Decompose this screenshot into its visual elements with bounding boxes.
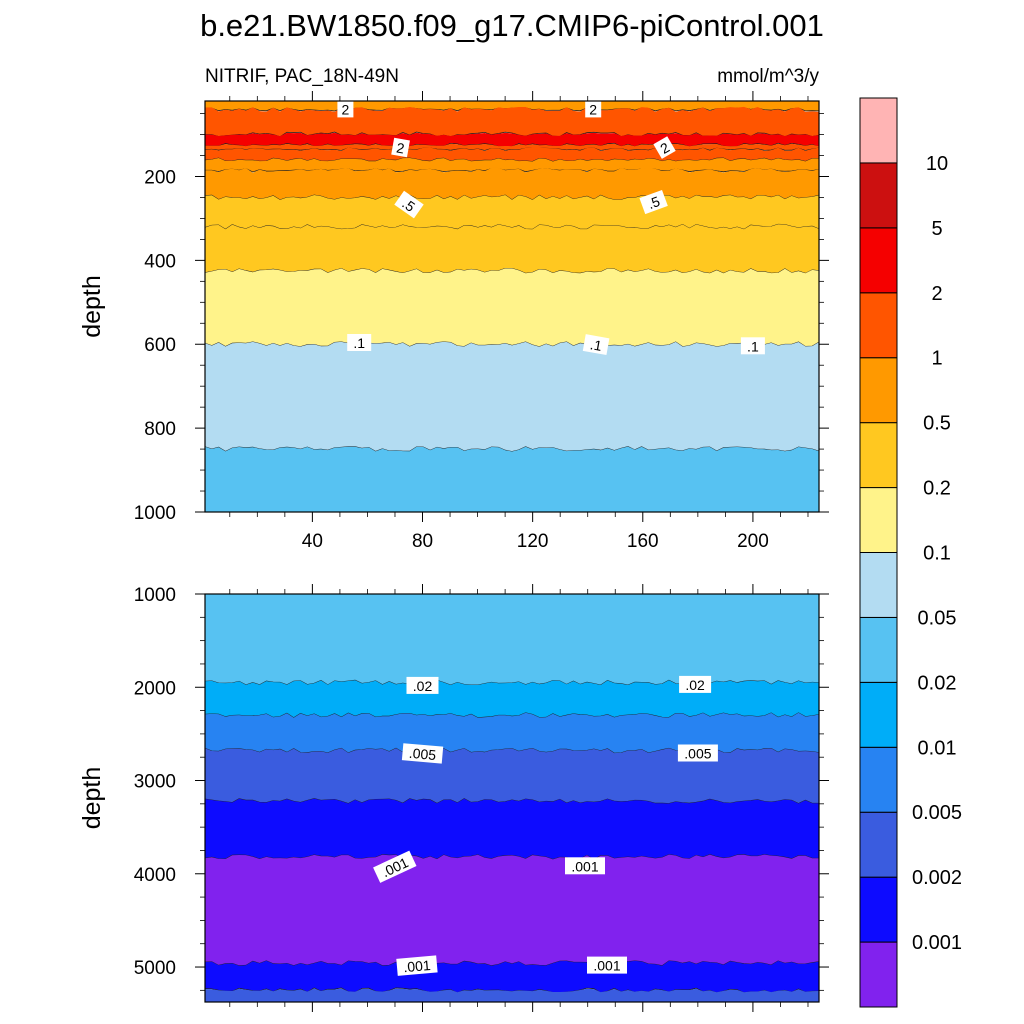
contour-band xyxy=(205,960,819,993)
contour-band xyxy=(205,680,819,718)
contour-band xyxy=(205,167,819,200)
contour-band xyxy=(205,106,819,137)
contour-label-text: .001 xyxy=(571,858,598,874)
contour-label-text: .1 xyxy=(589,336,603,354)
contour-label: .001 xyxy=(565,857,605,875)
contour-label-text: .1 xyxy=(747,338,759,354)
contour-label-text: 2 xyxy=(395,139,406,156)
contour-band xyxy=(205,195,819,230)
y-tick-label: 1000 xyxy=(134,503,176,524)
contour-label-text: .02 xyxy=(413,678,433,694)
colorbar-label: 2 xyxy=(931,283,942,305)
contour-label: .02 xyxy=(679,675,712,693)
x-tick-label: 120 xyxy=(517,531,549,552)
colorbar-box xyxy=(859,292,898,359)
colorbar-label: 0.2 xyxy=(923,478,951,500)
colorbar-label: 0.001 xyxy=(912,932,962,954)
contour-label: .001 xyxy=(396,955,438,976)
colorbar-box xyxy=(859,422,898,489)
colorbar-label: 5 xyxy=(931,218,942,240)
contour-label: .1 xyxy=(347,334,372,351)
colorbar-box xyxy=(859,811,898,878)
contour-label: 2 xyxy=(337,101,354,118)
contour-band xyxy=(205,748,819,804)
lower-panel: .02.02.005.005.001.001.001.0011000200030… xyxy=(78,584,829,1012)
y-tick-label: 800 xyxy=(144,419,176,440)
contour-label: .001 xyxy=(587,956,627,974)
x-tick-label: 80 xyxy=(412,531,433,552)
contour-band xyxy=(205,224,819,274)
contour-label: 2 xyxy=(585,101,602,118)
colorbar-label: 0.005 xyxy=(912,802,962,824)
contour-label-text: .005 xyxy=(408,745,437,763)
colorbar-label: 0.5 xyxy=(923,413,951,435)
contour-band xyxy=(205,988,819,1002)
contour-label-text: .001 xyxy=(593,958,620,974)
colorbar: 0.001 0.002 0.005 0.01 0.02 0.05 0.1 0.2 0.5 1 2 5 1… xyxy=(859,97,962,1008)
colorbar-box xyxy=(859,227,898,294)
colorbar-box xyxy=(859,876,898,943)
contour-label: 2 xyxy=(391,137,410,158)
upper-panel: 2 2 2 2 .5 .5 .1 .1 .1 40 80 120 160 200 200 400 600 800 1… xyxy=(78,91,829,552)
colorbar-box xyxy=(859,357,898,424)
y-tick-label: 4000 xyxy=(134,865,176,886)
contour-label-text: .001 xyxy=(403,957,432,975)
colorbar-box xyxy=(859,162,898,229)
contour-band xyxy=(205,798,819,860)
plot-frame xyxy=(204,593,820,1003)
colorbar-label: 0.05 xyxy=(918,607,957,629)
y-tick-label: 600 xyxy=(144,335,176,356)
x-tick-label: 160 xyxy=(627,531,659,552)
colorbar-box xyxy=(859,941,898,1008)
contour-label: .5 xyxy=(639,189,668,215)
plot-frame xyxy=(204,100,820,513)
contour-label: .1 xyxy=(582,334,610,356)
colorbar-label: 0.02 xyxy=(918,672,957,694)
contour-band xyxy=(205,446,819,512)
x-tick-label: 200 xyxy=(737,531,769,552)
colorbar-label: 0.1 xyxy=(923,543,951,565)
contour-label-text: .5 xyxy=(646,193,663,212)
y-tick-label: 200 xyxy=(144,167,176,188)
main-title: b.e21.BW1850.f09_g17.CMIP6-piControl.001 xyxy=(200,8,824,43)
y-tick-label: 400 xyxy=(144,251,176,272)
contour-label: .005 xyxy=(401,743,444,764)
y-tick-label: 2000 xyxy=(134,678,176,699)
y-tick-label: 1000 xyxy=(134,585,176,606)
contour-label: .1 xyxy=(740,337,765,355)
colorbar-box xyxy=(859,552,898,618)
y-tick-label: 3000 xyxy=(134,772,176,793)
contour-label-text: .02 xyxy=(685,677,705,693)
colorbar-label: 0.002 xyxy=(912,867,962,889)
contour-label: .02 xyxy=(406,676,439,694)
colorbar-box xyxy=(859,681,898,748)
colorbar-label: 1 xyxy=(931,348,942,370)
contour-label-text: .005 xyxy=(684,746,711,762)
contour-label-text: 2 xyxy=(589,101,597,117)
units-label: mmol/m^3/y xyxy=(717,66,819,87)
contour-label: 2 xyxy=(653,136,676,159)
contour-band xyxy=(205,712,819,754)
contour-band xyxy=(205,854,819,966)
x-tick-label: 40 xyxy=(302,531,323,552)
contour-band xyxy=(205,268,819,347)
contour-label-text: .1 xyxy=(353,335,365,351)
contour-band xyxy=(205,158,819,172)
colorbar-label: 10 xyxy=(926,153,948,175)
colorbar-box xyxy=(859,746,898,813)
y-axis-label: depth xyxy=(78,275,106,338)
variable-region-label: NITRIF, PAC_18N-49N xyxy=(205,66,399,87)
contour-band xyxy=(205,341,819,452)
colorbar-box xyxy=(859,487,898,554)
contour-band xyxy=(205,594,819,685)
colorbar-box xyxy=(859,97,898,164)
colorbar-box xyxy=(859,616,898,683)
contour-label: .005 xyxy=(677,744,718,762)
contour-label-text: 2 xyxy=(342,101,350,117)
y-tick-label: 5000 xyxy=(134,958,176,979)
colorbar-label: 0.01 xyxy=(918,737,957,759)
contour-label: .5 xyxy=(394,190,424,219)
y-axis-label: depth xyxy=(78,767,106,830)
